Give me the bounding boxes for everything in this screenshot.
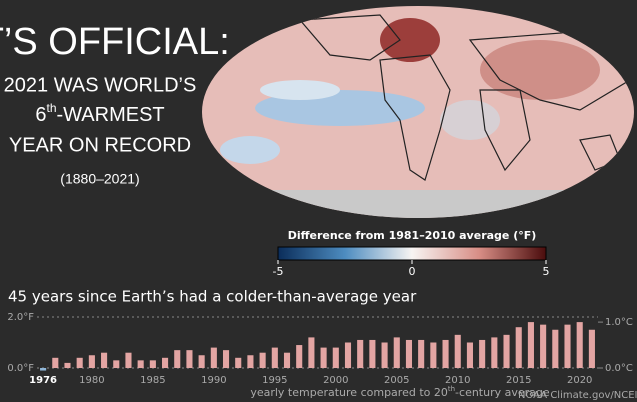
bar xyxy=(393,337,400,368)
bar xyxy=(186,350,193,368)
bar xyxy=(442,339,449,368)
bar xyxy=(247,355,254,368)
bar xyxy=(113,360,120,368)
x-axis-label-part: yearly temperature compared to 20 xyxy=(250,386,448,399)
bar xyxy=(88,355,95,368)
bar xyxy=(527,322,534,368)
y-tick-label: 0.0°F xyxy=(7,363,34,374)
bar xyxy=(381,342,388,368)
x-axis-label: yearly temperature compared to 20th-cent… xyxy=(250,385,550,399)
bar xyxy=(125,352,132,368)
headline-sup: th xyxy=(46,101,56,115)
x-tick-label: 2005 xyxy=(384,375,409,386)
y2-tick-label: 0.0°C xyxy=(605,363,633,374)
bar xyxy=(357,339,364,368)
headline: YEAR ON RECORD xyxy=(9,134,191,156)
bar xyxy=(576,322,583,368)
bar xyxy=(137,360,144,368)
bar xyxy=(101,352,108,368)
bar xyxy=(174,350,181,368)
colorbar-title: Difference from 1981–2010 average (°F) xyxy=(288,229,537,242)
x-tick-label: 1980 xyxy=(79,375,104,386)
x-axis-label-part: -century average xyxy=(455,386,550,399)
bar xyxy=(466,342,473,368)
bar xyxy=(64,362,71,368)
bar xyxy=(296,345,303,368)
headline-rest: -WARMEST xyxy=(57,104,165,126)
bar xyxy=(491,337,498,368)
bar xyxy=(198,355,205,368)
bar xyxy=(149,360,156,368)
chart-title: 45 years since Earth’s had a colder-than… xyxy=(8,288,417,306)
headline-number: 6 xyxy=(35,104,46,126)
bar xyxy=(76,357,83,368)
bar xyxy=(515,327,522,368)
y-tick-label: 2.0°F xyxy=(7,312,34,323)
credit: NOAA Climate.gov/NCEI xyxy=(518,390,637,401)
period: (1880–2021) xyxy=(60,171,139,187)
bar xyxy=(52,357,59,368)
headline: 6th-WARMEST xyxy=(35,101,164,126)
bar xyxy=(564,324,571,368)
colorbar-tick-label: -5 xyxy=(273,265,284,278)
bar xyxy=(320,347,327,368)
x-tick-label: 1985 xyxy=(140,375,165,386)
bar xyxy=(283,352,291,368)
bar xyxy=(405,339,413,368)
bar xyxy=(222,350,230,368)
bar xyxy=(369,339,376,368)
headline: IT’S OFFICIAL: xyxy=(0,21,230,63)
bar xyxy=(40,368,47,371)
colorbar xyxy=(277,246,547,261)
bar xyxy=(503,334,510,368)
bar xyxy=(332,347,339,368)
x-tick-label: 2020 xyxy=(567,375,592,386)
bar xyxy=(430,342,437,368)
bar xyxy=(540,324,547,368)
bar xyxy=(308,337,315,368)
bar xyxy=(235,357,242,368)
y2-tick-label: 1.0°C xyxy=(605,317,633,328)
colorbar-tick-label: 5 xyxy=(543,265,550,278)
x-tick-label: 1990 xyxy=(201,375,226,386)
bar xyxy=(552,329,559,368)
x-tick-label: 2015 xyxy=(506,375,531,386)
bar xyxy=(479,339,486,368)
map xyxy=(202,6,634,218)
colorbar-tick-label: 0 xyxy=(409,265,416,278)
x-tick-label: 1976 xyxy=(29,375,57,386)
bar xyxy=(344,342,352,368)
bar xyxy=(210,347,217,368)
x-tick-label: 2000 xyxy=(323,375,348,386)
bar xyxy=(271,347,278,368)
x-tick-label: 1995 xyxy=(262,375,287,386)
bar xyxy=(162,357,169,368)
x-axis-label-sup: th xyxy=(448,385,455,393)
bar xyxy=(418,339,425,368)
headline: 2021 WAS WORLD’S xyxy=(4,74,197,96)
x-tick-label: 2010 xyxy=(445,375,470,386)
bar xyxy=(259,352,266,368)
bar xyxy=(454,334,461,368)
bar xyxy=(588,329,595,368)
